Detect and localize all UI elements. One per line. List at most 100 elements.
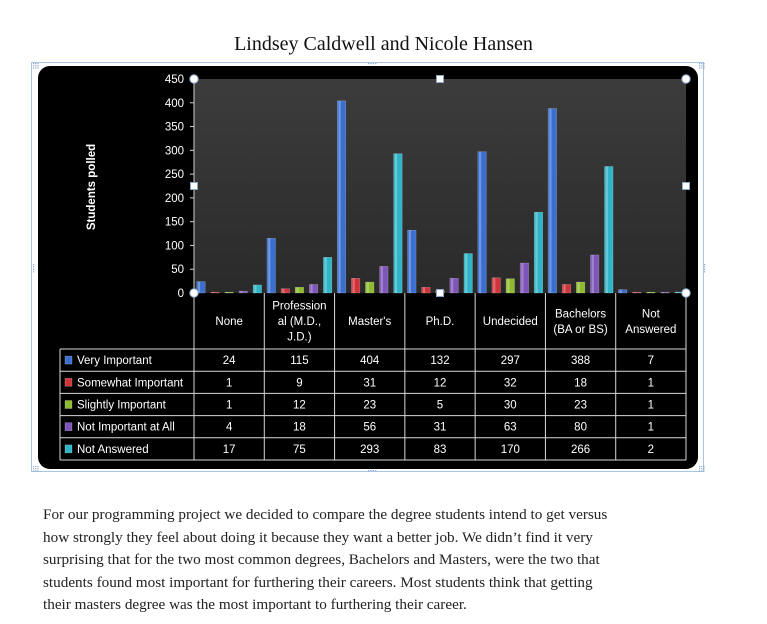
selection-handle <box>436 75 444 83</box>
bar <box>463 253 473 294</box>
frame-grip-dot <box>703 466 705 468</box>
bar <box>379 266 389 294</box>
frame-grip-dot <box>33 271 35 273</box>
frame-grip-dot <box>37 468 39 470</box>
frame-grip-dot <box>35 67 37 69</box>
selection-handle <box>436 289 444 297</box>
bar <box>505 278 515 294</box>
bar-highlight <box>394 153 398 293</box>
table-category-label: Undecided <box>483 316 538 328</box>
frame-grip-dot <box>33 63 35 65</box>
data-label: 1 <box>648 377 654 389</box>
bar-highlight <box>563 284 566 293</box>
bar <box>618 289 628 294</box>
bar <box>477 151 487 294</box>
y-tick-label: 150 <box>165 217 184 229</box>
frame-grip-dot <box>35 466 37 468</box>
bar <box>632 291 642 294</box>
data-label: 7 <box>648 355 654 367</box>
bar-highlight <box>521 263 524 293</box>
bar-highlight <box>240 291 243 293</box>
frame-grip-dot <box>33 468 35 470</box>
paragraph-line: how strongly they feel about doing it be… <box>43 528 593 546</box>
legend-label: Somewhat Important <box>77 377 184 389</box>
frame-grip-dot <box>35 65 37 67</box>
selection-handle <box>682 182 690 190</box>
bar-highlight <box>605 166 608 293</box>
data-label: 404 <box>360 355 380 367</box>
data-label: 18 <box>293 422 306 434</box>
table-category-label: None <box>215 316 243 328</box>
frame-grip-dot <box>703 63 705 65</box>
data-label: 115 <box>290 355 308 367</box>
bar <box>351 278 361 294</box>
bar <box>393 153 403 294</box>
selection-handle <box>681 288 691 298</box>
data-label: 18 <box>574 377 587 389</box>
table-category-label: (BA or BS) <box>553 324 607 336</box>
bar-highlight <box>619 289 622 293</box>
bar <box>547 108 557 294</box>
frame-grip-dot <box>699 470 701 472</box>
frame-grip-dot <box>703 470 705 472</box>
data-label: 1 <box>648 400 654 412</box>
bar-highlight <box>197 281 201 293</box>
frame-grip-dot <box>33 266 35 268</box>
bar <box>280 288 290 294</box>
frame-grip-dot <box>699 466 701 468</box>
frame-grip-dot <box>704 264 706 266</box>
bar-highlight <box>422 287 426 293</box>
frame-grip-dot <box>37 65 39 67</box>
paragraph-line: surprising that for the two most common … <box>43 551 600 569</box>
data-label: 56 <box>363 422 376 434</box>
bar <box>365 281 375 294</box>
frame-grip-dot <box>33 67 35 69</box>
selection-handle <box>190 182 198 190</box>
paragraph-line: For our programming project we decided t… <box>43 506 608 523</box>
data-label: 266 <box>571 444 590 456</box>
frame-grip-dot <box>375 470 377 472</box>
bar-highlight <box>577 282 580 293</box>
data-label: 1 <box>226 400 232 412</box>
frame-grip-dot <box>37 470 39 472</box>
y-tick-label: 200 <box>165 193 184 205</box>
y-tick-label: 300 <box>165 145 184 157</box>
legend-key <box>64 422 73 431</box>
frame-grip-dot <box>704 271 706 273</box>
table-category-label: Profession <box>272 301 326 313</box>
data-label: 1 <box>648 422 654 434</box>
bar-highlight <box>591 254 594 293</box>
frame-grip-dot <box>33 264 35 266</box>
data-label: 12 <box>434 377 447 389</box>
bar <box>561 284 571 294</box>
bar <box>604 166 614 294</box>
data-label: 293 <box>360 444 379 456</box>
y-tick-label: 450 <box>165 74 184 86</box>
bar <box>491 277 501 294</box>
document-title: Lindsey Caldwell and Nicole Hansen <box>234 33 533 55</box>
bar-highlight <box>310 284 313 293</box>
frame-grip-dot <box>375 63 377 65</box>
legend-label: Not Answered <box>77 444 149 456</box>
paragraph-line: their masters degree was the most import… <box>43 596 467 614</box>
data-label: 9 <box>296 377 302 389</box>
selection-handle <box>681 74 691 84</box>
bar <box>309 284 319 294</box>
bar-highlight <box>465 253 468 293</box>
frame-grip-dot <box>704 268 706 270</box>
frame-grip-dot <box>701 63 703 65</box>
frame-grip-dot <box>33 268 35 270</box>
data-label: 132 <box>430 355 449 367</box>
data-label: 17 <box>223 444 236 456</box>
frame-grip-dot <box>37 67 39 69</box>
data-label: 2 <box>648 444 654 456</box>
bar <box>337 100 347 294</box>
frame-grip-dot <box>368 470 370 472</box>
table-category-label: Master's <box>348 316 391 328</box>
table-category-label: al (M.D., <box>278 316 321 328</box>
legend-label: Slightly Important <box>77 400 167 412</box>
data-label: 1 <box>226 377 232 389</box>
frame-grip-dot <box>701 65 703 67</box>
data-label: 170 <box>501 444 520 456</box>
